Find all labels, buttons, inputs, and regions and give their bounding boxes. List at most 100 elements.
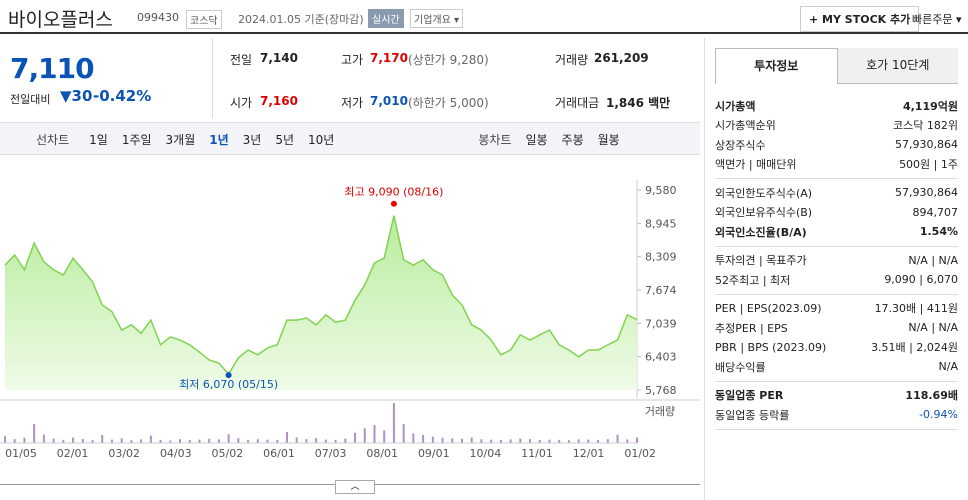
change-label: 전일대비 bbox=[10, 93, 51, 106]
info-label: 외국인한도주식수(A) bbox=[715, 186, 813, 200]
volume-bar bbox=[422, 435, 425, 443]
candle-tab[interactable]: 주봉 bbox=[561, 133, 584, 147]
stat-value: 7,010 bbox=[370, 94, 408, 108]
info-row: 시가총액순위 코스닥 182위 bbox=[715, 116, 958, 136]
info-row: 추정PER | EPS N/A | N/A bbox=[715, 318, 958, 338]
info-label: 52주최고 | 최저 bbox=[715, 273, 791, 287]
volume-bar bbox=[179, 439, 182, 443]
info-groups: 시가총액 4,119억원 시가총액순위 코스닥 182위 상장주식수 57,930,864… bbox=[715, 92, 958, 430]
volume-bar bbox=[62, 439, 65, 443]
info-group: 투자의견 | 목표주가 N/A | N/A 52주최고 | 최저 9,090 | 6,… bbox=[715, 247, 958, 295]
y-tick-label: 8,309 bbox=[645, 251, 677, 264]
overview-button[interactable]: 기업개요 ▾ bbox=[410, 9, 463, 28]
y-tick-label: 5,768 bbox=[645, 384, 677, 397]
period-tab[interactable]: 3개월 bbox=[165, 133, 196, 147]
x-tick-label: 03/02 bbox=[108, 447, 140, 460]
info-group: PER | EPS(2023.09) 17.30배 | 411원 추정PER | E… bbox=[715, 295, 958, 382]
volume-bar bbox=[91, 440, 94, 443]
candle-tab[interactable]: 월봉 bbox=[597, 133, 620, 147]
info-group: 외국인한도주식수(A) 57,930,864 외국인보유주식수(B) 894,707 외… bbox=[715, 179, 958, 247]
volume-bar bbox=[101, 435, 104, 443]
period-tab[interactable]: 5년 bbox=[275, 133, 295, 147]
info-label: PER | EPS(2023.09) bbox=[715, 301, 822, 315]
volume-bar bbox=[519, 438, 522, 443]
info-value: N/A bbox=[938, 360, 958, 374]
volume-bar bbox=[363, 428, 366, 443]
x-tick-label: 11/01 bbox=[521, 447, 553, 460]
volume-bar bbox=[198, 439, 201, 443]
volume-bar bbox=[295, 437, 298, 443]
price-chart: 9,580 8,945 8,309 7,674 7,039 6,403 5,768 최고 9,… bbox=[0, 180, 700, 460]
volume-bar bbox=[577, 439, 580, 443]
info-label: 액면가 | 매매단위 bbox=[715, 158, 797, 172]
info-label: 외국인소진율(B/A) bbox=[715, 225, 807, 239]
realtime-button[interactable]: 실시간 bbox=[368, 9, 404, 28]
divider bbox=[212, 38, 213, 118]
info-value: 118.69배 bbox=[905, 389, 958, 403]
info-row: 52주최고 | 최저 9,090 | 6,070 bbox=[715, 270, 958, 290]
mystock-button[interactable]: + MY STOCK 추가 bbox=[800, 6, 920, 32]
info-value: 500원 | 1주 bbox=[899, 158, 958, 172]
volume-bar bbox=[237, 438, 240, 443]
volume-bar bbox=[188, 440, 191, 443]
volume-bar bbox=[217, 439, 220, 443]
x-tick-label: 05/02 bbox=[212, 447, 244, 460]
info-value: N/A | N/A bbox=[908, 321, 958, 335]
collapse-button[interactable]: ︿ bbox=[335, 480, 375, 494]
info-row: 투자의견 | 목표주가 N/A | N/A bbox=[715, 251, 958, 271]
volume-bar bbox=[451, 438, 454, 443]
info-group: 시가총액 4,119억원 시가총액순위 코스닥 182위 상장주식수 57,930,864… bbox=[715, 92, 958, 179]
volume-bar bbox=[616, 434, 619, 443]
x-tick-label: 04/03 bbox=[160, 447, 192, 460]
volume-bar bbox=[334, 439, 337, 443]
volume-bar bbox=[597, 439, 600, 443]
info-row: 동일업종 등락률 -0.94% bbox=[715, 405, 958, 425]
period-tab[interactable]: 3년 bbox=[242, 133, 262, 147]
change: ▼30 bbox=[60, 87, 93, 105]
price: 7,110 bbox=[10, 52, 95, 85]
period-tab[interactable]: 10년 bbox=[308, 133, 335, 147]
stat-value: 7,170 bbox=[370, 51, 408, 65]
info-value: 57,930,864 bbox=[895, 186, 958, 200]
tab[interactable]: 호가 10단계 bbox=[837, 48, 958, 84]
volume-bar bbox=[81, 439, 84, 443]
period-tab[interactable]: 1년 bbox=[209, 133, 229, 147]
volume-bar bbox=[548, 439, 551, 443]
volume-bar bbox=[130, 440, 133, 443]
price-line bbox=[4, 215, 638, 376]
volume-bar bbox=[159, 439, 162, 443]
period-tab[interactable]: 1주일 bbox=[121, 133, 152, 147]
volume-bar bbox=[470, 437, 473, 443]
quick-order[interactable]: 빠른주문 ▾ bbox=[912, 13, 962, 26]
stat-label: 거래대금 bbox=[555, 96, 600, 110]
info-row: 상장주식수 57,930,864 bbox=[715, 135, 958, 155]
volume-bar bbox=[247, 439, 250, 443]
period-label: 선차트 bbox=[36, 133, 70, 147]
volume-bar bbox=[276, 440, 279, 443]
candle-tab[interactable]: 일봉 bbox=[525, 133, 548, 147]
volume-bar bbox=[480, 439, 483, 443]
stock-code: 099430 bbox=[137, 11, 179, 24]
stat-value: 1,846 백만 bbox=[606, 96, 671, 110]
period-tab[interactable]: 1일 bbox=[89, 133, 108, 147]
info-value: 4,119억원 bbox=[902, 99, 958, 113]
low-marker bbox=[225, 372, 232, 379]
period-label: 봉차트 bbox=[478, 133, 512, 147]
volume-bar bbox=[169, 440, 172, 443]
info-value: N/A | N/A bbox=[908, 253, 958, 267]
info-value: 3.51배 | 2,024원 bbox=[871, 341, 958, 355]
stat-label: 전일 bbox=[230, 53, 253, 67]
info-label: 배당수익률 bbox=[715, 360, 766, 374]
x-tick-label: 02/01 bbox=[57, 447, 89, 460]
volume-bar bbox=[227, 434, 230, 443]
info-label: 동일업종 등락률 bbox=[715, 408, 790, 422]
volume-bar bbox=[636, 437, 638, 443]
volume-bar bbox=[499, 439, 502, 443]
volume-bar bbox=[285, 432, 288, 443]
x-tick-label: 10/04 bbox=[470, 447, 502, 460]
y-tick-label: 9,580 bbox=[645, 184, 677, 197]
x-tick-label: 01/02 bbox=[624, 447, 656, 460]
volume-bar bbox=[626, 439, 629, 443]
tab[interactable]: 투자정보 bbox=[715, 48, 838, 84]
